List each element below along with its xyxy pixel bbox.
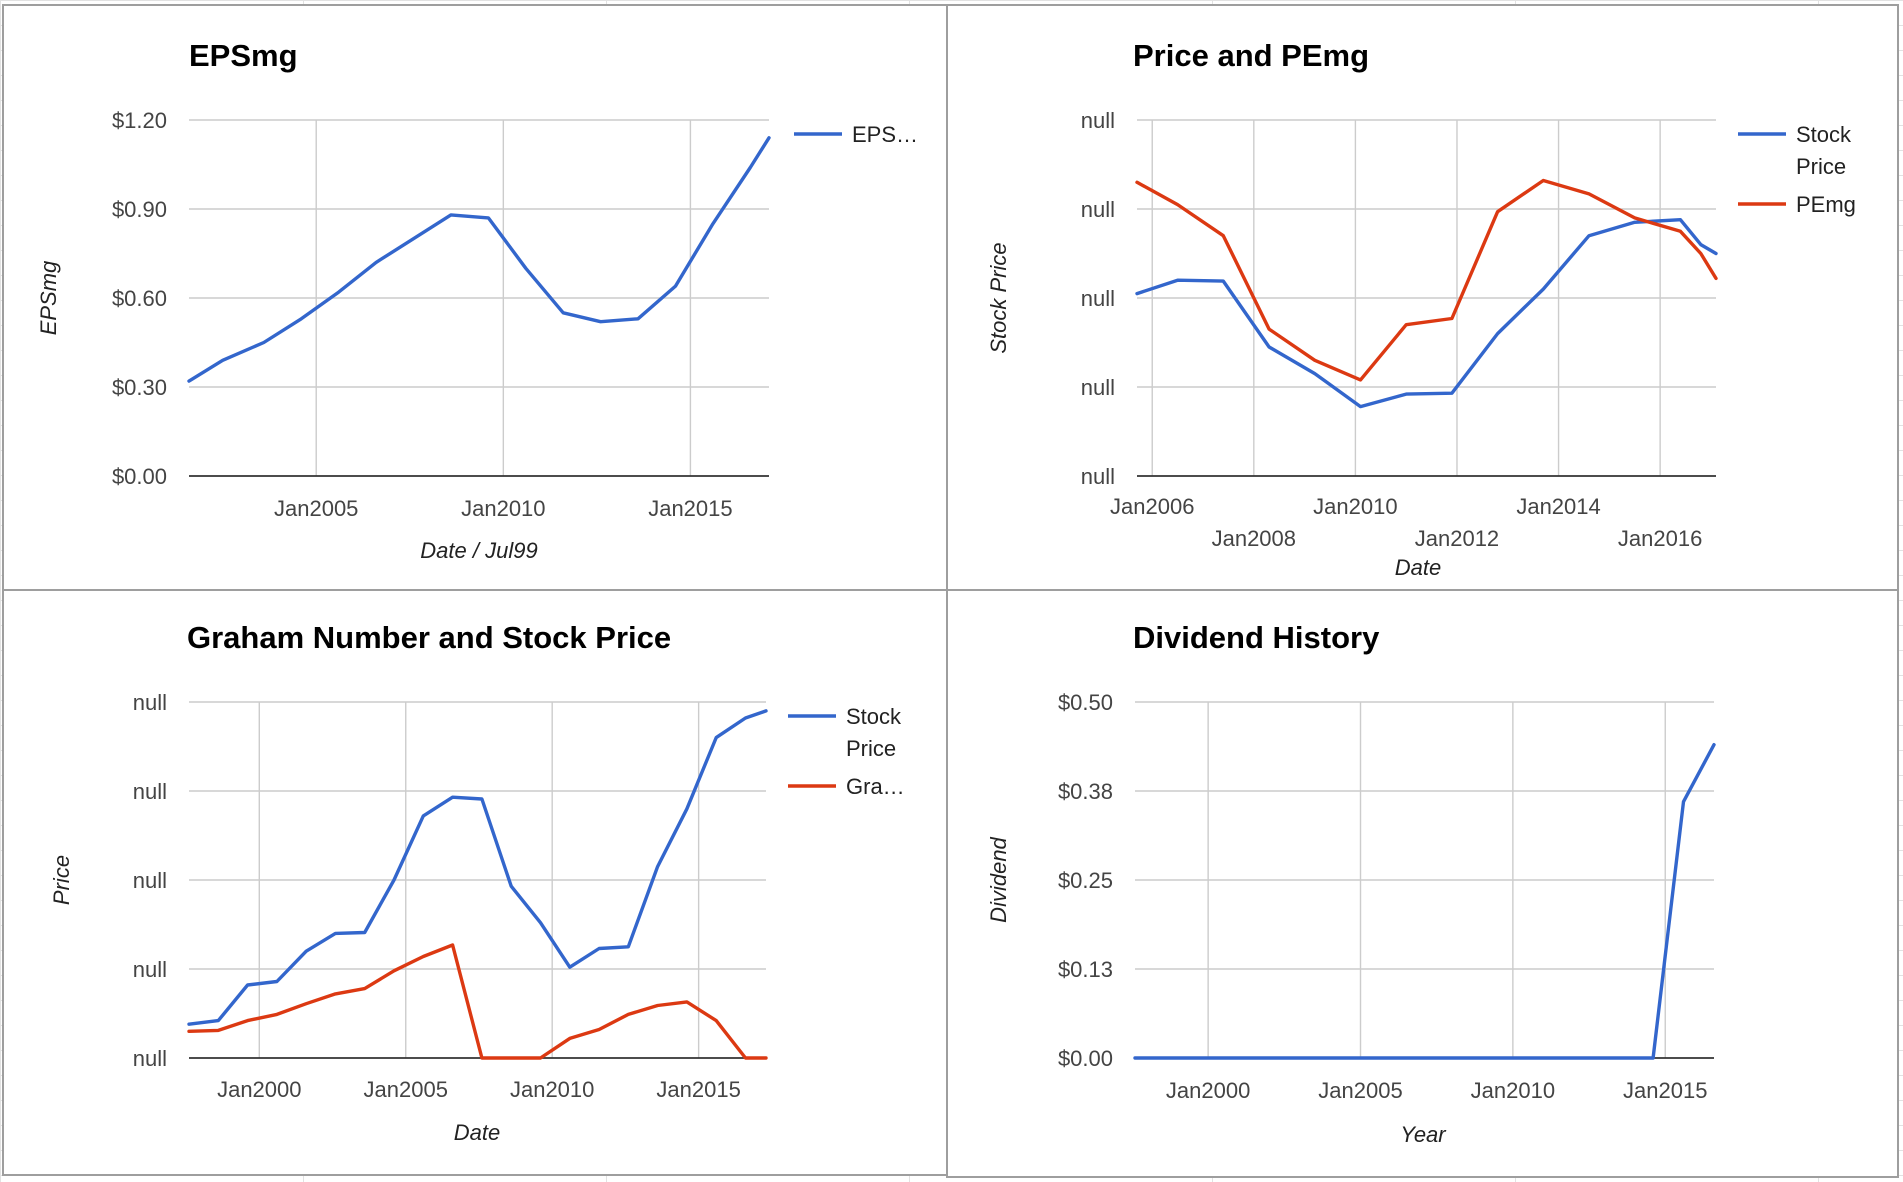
- series-line-pemg: [1135, 178, 1718, 382]
- chart-panel-dividend-history[interactable]: Dividend History $0.00 $0.13 $0.25 $0.38 $0.5…: [946, 589, 1899, 1178]
- x-tick-label: Jan2010: [1471, 1078, 1555, 1103]
- x-axis-title: Date / Jul99: [420, 538, 537, 563]
- x-axis-title: Date: [1395, 555, 1441, 580]
- x-tick-label: Jan2000: [217, 1077, 301, 1102]
- y-tick-label: null: [1081, 286, 1115, 311]
- y-tick-label: null: [133, 957, 167, 982]
- chart-svg: Graham Number and Stock Price null null nul…: [49, 620, 905, 1145]
- x-tick-label: Jan2010: [1313, 494, 1397, 519]
- series-line-stock-price: [187, 709, 768, 1026]
- y-tick-label: $0.13: [1058, 957, 1113, 982]
- y-tick-label: $0.25: [1058, 868, 1113, 893]
- y-tick-label: $0.60: [112, 286, 167, 311]
- series-line-stock-price: [1135, 217, 1718, 409]
- legend-label-line: Stock: [1796, 122, 1852, 147]
- y-tick-label: null: [1081, 108, 1115, 133]
- legend-label-line: Price: [1796, 154, 1846, 179]
- y-tick-label: $0.00: [112, 464, 167, 489]
- x-tick-label: Jan2015: [1623, 1078, 1707, 1103]
- y-tick-label: null: [133, 779, 167, 804]
- legend-label: Gra…: [846, 774, 905, 799]
- x-tick-label: Jan2010: [510, 1077, 594, 1102]
- y-tick-label: $0.30: [112, 375, 167, 400]
- x-tick-label: Jan2008: [1212, 526, 1296, 551]
- chart-title: Graham Number and Stock Price: [187, 620, 671, 655]
- legend-label-line: EPS…: [852, 122, 918, 147]
- x-tick-label: Jan2015: [648, 496, 732, 521]
- legend-label: Stock Price: [846, 704, 902, 761]
- x-tick-label: Jan2010: [461, 496, 545, 521]
- x-tick-label: Jan2016: [1618, 526, 1702, 551]
- chart-svg: Price and PEmg null null null null null Jan200…: [986, 38, 1856, 580]
- y-axis-title: EPSmg: [36, 260, 61, 335]
- y-axis-title: Price: [49, 855, 74, 905]
- legend-label-line: Gra…: [846, 774, 905, 799]
- y-tick-label: $0.90: [112, 197, 167, 222]
- y-tick-label: $0.50: [1058, 690, 1113, 715]
- legend-label: Stock Price: [1796, 122, 1852, 179]
- legend-label-line: Stock: [846, 704, 902, 729]
- legend-label: EPS…: [852, 122, 918, 147]
- chart-title: Dividend History: [1133, 620, 1380, 655]
- series-line-eps: [187, 136, 771, 383]
- legend-label-line: PEmg: [1796, 192, 1856, 217]
- chart-title: EPSmg: [189, 38, 298, 73]
- legend-label-line: Price: [846, 736, 896, 761]
- series-line-dividend: [1133, 742, 1716, 1060]
- x-axis-title: Year: [1400, 1122, 1447, 1147]
- x-axis-title: Date: [454, 1120, 500, 1145]
- y-tick-label: null: [133, 868, 167, 893]
- x-tick-label: Jan2005: [274, 496, 358, 521]
- y-tick-label: null: [1081, 375, 1115, 400]
- y-tick-label: $0.38: [1058, 779, 1113, 804]
- x-tick-label: Jan2012: [1415, 526, 1499, 551]
- y-axis-title: Dividend: [986, 836, 1011, 922]
- x-tick-label: Jan2005: [1318, 1078, 1402, 1103]
- x-tick-label: Jan2014: [1516, 494, 1600, 519]
- x-tick-label: Jan2000: [1166, 1078, 1250, 1103]
- chart-panel-price-and-pemg[interactable]: Price and PEmg null null null null null Jan200…: [946, 4, 1899, 591]
- x-tick-label: Jan2015: [656, 1077, 740, 1102]
- chart-svg: EPSmg $0.00 $0.30 $0.60 $0.90 $1.20 Jan2005 Jan…: [36, 38, 918, 563]
- chart-panel-graham-number[interactable]: Graham Number and Stock Price null null nul…: [2, 589, 948, 1176]
- chart-title: Price and PEmg: [1133, 38, 1369, 73]
- y-axis-title: Stock Price: [986, 242, 1011, 353]
- y-tick-label: $0.00: [1058, 1046, 1113, 1071]
- chart-svg: Dividend History $0.00 $0.13 $0.25 $0.38 $0.5…: [986, 620, 1716, 1147]
- y-tick-label: $1.20: [112, 108, 167, 133]
- legend-label: PEmg: [1796, 192, 1856, 217]
- series-line-gra: [187, 943, 768, 1060]
- y-tick-label: null: [1081, 464, 1115, 489]
- y-tick-label: null: [1081, 197, 1115, 222]
- x-tick-label: Jan2006: [1110, 494, 1194, 519]
- chart-panel-epsmg[interactable]: EPSmg $0.00 $0.30 $0.60 $0.90 $1.20 Jan2005 Jan…: [2, 4, 948, 591]
- x-tick-label: Jan2005: [364, 1077, 448, 1102]
- y-tick-label: null: [133, 1046, 167, 1071]
- y-tick-label: null: [133, 690, 167, 715]
